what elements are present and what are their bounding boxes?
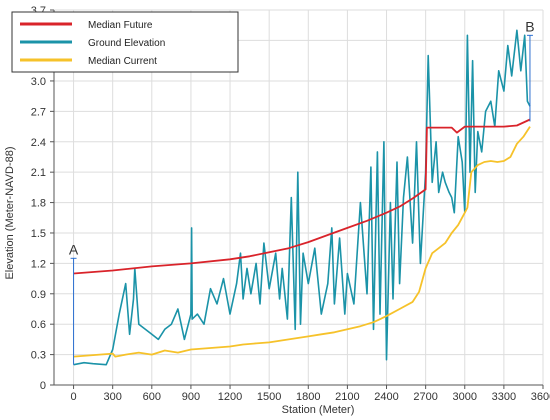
legend-label-ground-elevation: Ground Elevation: [88, 38, 165, 49]
y-tick-label: 0.3: [31, 350, 46, 362]
marker-label-a: A: [69, 241, 79, 257]
x-tick-label: 2100: [335, 391, 359, 403]
y-tick-label: 0.9: [31, 289, 46, 301]
x-tick-label: 300: [104, 391, 122, 403]
marker-label-b: B: [525, 18, 534, 34]
x-tick-label: 3300: [492, 391, 516, 403]
series-line-median-current: [73, 126, 531, 358]
y-tick-label: 0: [40, 380, 46, 392]
y-tick-label: 1.8: [31, 198, 46, 210]
y-axis-title: Elevation (Meter-NAVD-88): [4, 146, 16, 279]
legend-label-median-current: Median Current: [88, 56, 157, 67]
y-tick-label: 1.5: [31, 228, 46, 240]
y-tick-label: 1.2: [31, 258, 46, 270]
x-axis-title: Station (Meter): [282, 404, 355, 416]
series-line-median-future: [73, 118, 531, 275]
y-tick-label: 3.0: [31, 76, 46, 88]
legend-label-median-future: Median Future: [88, 20, 153, 31]
series-line-ground-elevation: [73, 29, 531, 366]
x-tick-label: 1200: [218, 391, 242, 403]
legend-items: Median Future Ground Elevation Median Curr…: [20, 20, 165, 67]
x-tick-label: 1800: [296, 391, 320, 403]
x-tick-label: 0: [70, 391, 76, 403]
y-tick-label: 0.6: [31, 319, 46, 331]
x-tick-label: 3000: [453, 391, 477, 403]
x-tick-label: 1500: [257, 391, 281, 403]
x-tick-label: 600: [143, 391, 161, 403]
x-tick-label: 900: [182, 391, 200, 403]
series-lines: [73, 29, 531, 366]
y-tick-label: 2.7: [31, 106, 46, 118]
x-tick-label: 2700: [413, 391, 437, 403]
legend: Median Future Ground Elevation Median Curr…: [11, 11, 239, 73]
axes: [50, 9, 544, 389]
y-tick-label: 2.1: [31, 167, 46, 179]
section-markers: AB: [69, 18, 535, 365]
x-tick-label: 2400: [374, 391, 398, 403]
y-tick-label: 2.4: [31, 137, 46, 149]
